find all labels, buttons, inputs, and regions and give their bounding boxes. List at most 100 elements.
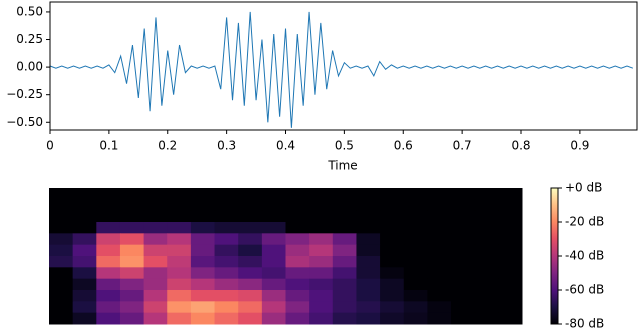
heatmap-cell [96, 233, 121, 246]
heatmap-cell [49, 267, 74, 280]
heatmap-cell [167, 244, 192, 257]
heatmap-cell [261, 256, 286, 268]
heatmap-cell [380, 233, 405, 246]
y-tick-label: 0.00 [16, 60, 43, 74]
colorbar-tick-label: +0 dB [565, 181, 602, 195]
heatmap-cell [451, 199, 476, 212]
heatmap-cell [427, 210, 452, 223]
x-tick-label: 0.7 [453, 139, 472, 153]
heatmap-cell [427, 199, 452, 212]
heatmap-cell [451, 188, 476, 200]
heatmap-cell [309, 312, 334, 325]
heatmap-cell [403, 188, 428, 200]
heatmap-cell [167, 199, 192, 212]
heatmap-cell [309, 210, 334, 223]
heatmap-cell [427, 301, 452, 314]
heatmap-cell [190, 222, 216, 234]
heatmap-cell [167, 210, 192, 223]
heatmap-cell [96, 210, 121, 223]
heatmap-cell [143, 278, 168, 291]
heatmap-cell [72, 256, 97, 268]
heatmap-cell [238, 210, 263, 223]
heatmap-cell [143, 290, 168, 302]
heatmap-cell [427, 278, 452, 291]
heatmap-cell [119, 312, 145, 325]
heatmap-cell [332, 244, 357, 257]
heatmap-cell [214, 199, 239, 212]
heatmap-cell [190, 256, 216, 268]
heatmap-cell [96, 188, 121, 200]
heatmap-cell [96, 312, 121, 325]
heatmap-cell [190, 290, 216, 302]
heatmap-cell [190, 278, 216, 291]
heatmap-cell [238, 301, 263, 314]
heatmap-cell [309, 290, 334, 302]
heatmap-cell [332, 233, 357, 246]
heatmap-cell [403, 256, 428, 268]
heatmap-cell [143, 256, 168, 268]
heatmap-cell [451, 278, 476, 291]
y-tick-label: −0.50 [6, 115, 43, 129]
heatmap-cell [356, 233, 381, 246]
heatmap-cell [285, 278, 310, 291]
heatmap-cell [403, 312, 428, 325]
heatmap-cell [451, 210, 476, 223]
heatmap-cell [332, 290, 357, 302]
heatmap-cell [332, 188, 357, 200]
heatmap-cell [474, 256, 499, 268]
heatmap-cell [238, 267, 263, 280]
heatmap-cell [451, 290, 476, 302]
heatmap-cell [474, 233, 499, 246]
heatmap-cell [498, 301, 523, 314]
heatmap-cell [474, 244, 499, 257]
heatmap-cell [403, 210, 428, 223]
heatmap-cell [356, 199, 381, 212]
heatmap-cell [214, 278, 239, 291]
colorbar-tick-label: -20 dB [565, 215, 604, 229]
heatmap-cell [167, 256, 192, 268]
heatmap-cell [167, 312, 192, 325]
x-tick-label: 0.5 [335, 139, 354, 153]
heatmap-cell [72, 244, 97, 257]
heatmap-cell [380, 244, 405, 257]
heatmap-cell [380, 199, 405, 212]
heatmap-cell [238, 312, 263, 325]
heatmap-cell [143, 233, 168, 246]
heatmap-cell [427, 290, 452, 302]
heatmap-cell [261, 188, 286, 200]
colorbar-tick-label: -80 dB [565, 317, 604, 329]
heatmap-cell [72, 267, 97, 280]
heatmap-cell [190, 199, 216, 212]
y-tick-label: 0.50 [16, 4, 43, 18]
heatmap-cell [474, 210, 499, 223]
heatmap-cell [238, 188, 263, 200]
heatmap-cell [356, 188, 381, 200]
heatmap-cell [143, 244, 168, 257]
heatmap-cell [96, 256, 121, 268]
heatmap-cell [119, 244, 145, 257]
y-tick-label: −0.25 [6, 87, 43, 101]
heatmap-cell [356, 244, 381, 257]
heatmap-cell [96, 278, 121, 291]
heatmap-cell [474, 267, 499, 280]
heatmap-cell [143, 312, 168, 325]
heatmap-cell [238, 290, 263, 302]
heatmap-cell [474, 199, 499, 212]
heatmap-cell [119, 267, 145, 280]
heatmap-cell [261, 312, 286, 325]
heatmap-cell [498, 210, 523, 223]
colorbar-tick-label: -40 dB [565, 249, 604, 263]
heatmap-cell [119, 301, 145, 314]
heatmap-cell [309, 301, 334, 314]
heatmap-cell [309, 267, 334, 280]
heatmap-cell [380, 188, 405, 200]
heatmap-cell [427, 312, 452, 325]
heatmap-cell [72, 301, 97, 314]
heatmap-cell [190, 301, 216, 314]
heatmap-cell [474, 188, 499, 200]
heatmap-cell [380, 210, 405, 223]
heatmap-cell [498, 244, 523, 257]
x-tick-label: 0.1 [99, 139, 118, 153]
x-tick-label: 0.4 [276, 139, 295, 153]
heatmap-cell [332, 256, 357, 268]
